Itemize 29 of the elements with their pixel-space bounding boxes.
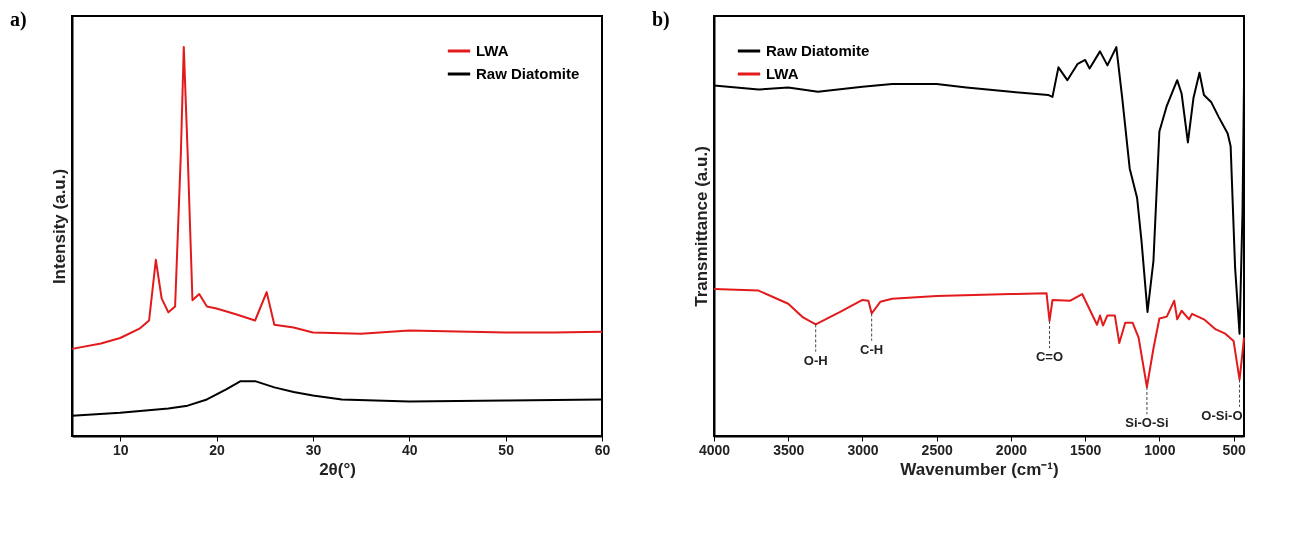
x-tick-label: 20 bbox=[209, 441, 226, 458]
x-axis-title: Wavenumber (cm⁻¹) bbox=[900, 459, 1059, 479]
x-axis-title: 2θ(°) bbox=[319, 459, 356, 479]
x-tick-label: 60 bbox=[594, 441, 611, 458]
x-tick-label: 3000 bbox=[847, 441, 879, 458]
legend-label: LWA bbox=[766, 65, 799, 82]
legend-label: LWA bbox=[476, 42, 509, 59]
annotation: O-Si-O bbox=[1201, 407, 1243, 423]
x-tick-label: 1500 bbox=[1070, 441, 1102, 458]
x-tick-label: 2500 bbox=[921, 441, 953, 458]
x-tick-label: 50 bbox=[498, 441, 515, 458]
legend-label: Raw Diatomite bbox=[476, 65, 580, 82]
x-tick-label: 1000 bbox=[1144, 441, 1176, 458]
annotation: C-H bbox=[860, 341, 884, 357]
y-axis-title: Transmittance (a.u.) bbox=[691, 146, 711, 307]
x-tick-label: 40 bbox=[401, 441, 418, 458]
y-axis-title: Intensity (a.u.) bbox=[49, 168, 69, 285]
legend-label: Raw Diatomite bbox=[766, 42, 870, 59]
chart-title: a) bbox=[10, 8, 27, 31]
x-tick-label: 4000 bbox=[698, 441, 731, 458]
x-tick-label: 500 bbox=[1222, 441, 1246, 458]
x-tick-label: 10 bbox=[112, 441, 129, 458]
x-tick-label: 3500 bbox=[773, 441, 805, 458]
x-tick-label: 2000 bbox=[995, 441, 1028, 458]
x-tick-label: 30 bbox=[305, 441, 322, 458]
chart-title: b) bbox=[652, 8, 670, 31]
annotation: Si-O-Si bbox=[1125, 415, 1169, 431]
annotation: O-H bbox=[803, 352, 828, 368]
annotation: C=O bbox=[1035, 349, 1064, 365]
